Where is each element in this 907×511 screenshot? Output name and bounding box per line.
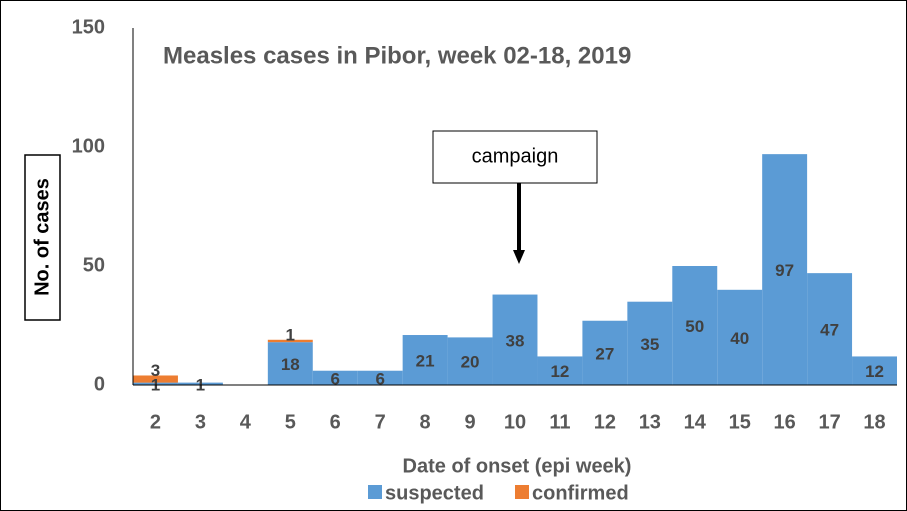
y-tick-label: 150 [72, 16, 105, 38]
bar-segment [852, 356, 897, 385]
bar-segment [312, 370, 358, 385]
data-label: 40 [730, 329, 749, 348]
x-tick-label: 15 [729, 411, 751, 433]
x-tick-label: 7 [375, 411, 386, 433]
bar-segment [267, 342, 313, 385]
x-tick-label: 3 [195, 411, 206, 433]
bar-segment [133, 375, 178, 383]
annotation-box [432, 130, 598, 184]
data-label: 27 [595, 344, 614, 363]
data-label: 97 [775, 261, 794, 280]
x-axis-label: Date of onset (epi week) [403, 455, 632, 477]
legend-swatch [368, 485, 382, 499]
x-tick-label: 17 [818, 411, 840, 433]
x-tick-label: 13 [639, 411, 661, 433]
bar-segment [537, 356, 583, 385]
legend-swatch [515, 485, 529, 499]
x-tick-label: 18 [863, 411, 885, 433]
x-tick-label: 14 [684, 411, 707, 433]
x-tick-label: 10 [504, 411, 526, 433]
x-tick-label: 16 [774, 411, 796, 433]
arrow-head [513, 250, 525, 264]
bar-segment [672, 266, 718, 385]
bar-segment [807, 273, 853, 385]
data-label: 12 [550, 362, 569, 381]
data-label: 21 [416, 351, 435, 370]
bar-segment [177, 382, 223, 385]
data-label: 6 [375, 369, 384, 388]
y-tick-label: 50 [83, 254, 105, 276]
x-tick-label: 11 [549, 411, 570, 433]
bar-segment [133, 382, 178, 385]
data-label: 1 [286, 325, 295, 344]
data-label: 20 [461, 353, 480, 372]
data-label: 38 [506, 331, 525, 350]
bar-segment [627, 301, 673, 385]
bar-segment [357, 370, 403, 385]
annotation: campaign [472, 145, 559, 167]
y-axis-label: No. of cases [31, 178, 53, 296]
x-tick-label: 6 [330, 411, 341, 433]
bar-segment [717, 289, 763, 385]
bar-segment [447, 337, 493, 385]
bar-segment [492, 294, 538, 385]
chart-title: Measles cases in Pibor, week 02-18, 2019 [163, 42, 631, 69]
bar-segment [402, 335, 448, 385]
bar-segment [762, 154, 808, 385]
x-tick-label: 8 [420, 411, 431, 433]
legend-label: suspected [385, 482, 484, 504]
data-label: 18 [281, 355, 300, 374]
y-tick-label: 0 [94, 373, 105, 395]
x-tick-label: 9 [464, 411, 475, 433]
data-label: 47 [820, 321, 839, 340]
x-tick-label: 12 [594, 411, 616, 433]
y-label-box [24, 154, 61, 321]
bar-segment [267, 339, 313, 343]
data-label: 6 [331, 369, 340, 388]
x-tick-label: 2 [150, 411, 161, 433]
y-tick-label: 100 [72, 135, 105, 157]
x-tick-label: 5 [285, 411, 296, 433]
x-tick-label: 4 [240, 411, 252, 433]
data-label: 12 [865, 362, 884, 381]
data-label: 50 [685, 317, 704, 336]
data-label: 35 [640, 335, 659, 354]
legend-label: confirmed [532, 482, 629, 504]
bar-segment [582, 320, 628, 385]
data-label: 3 [151, 361, 160, 380]
